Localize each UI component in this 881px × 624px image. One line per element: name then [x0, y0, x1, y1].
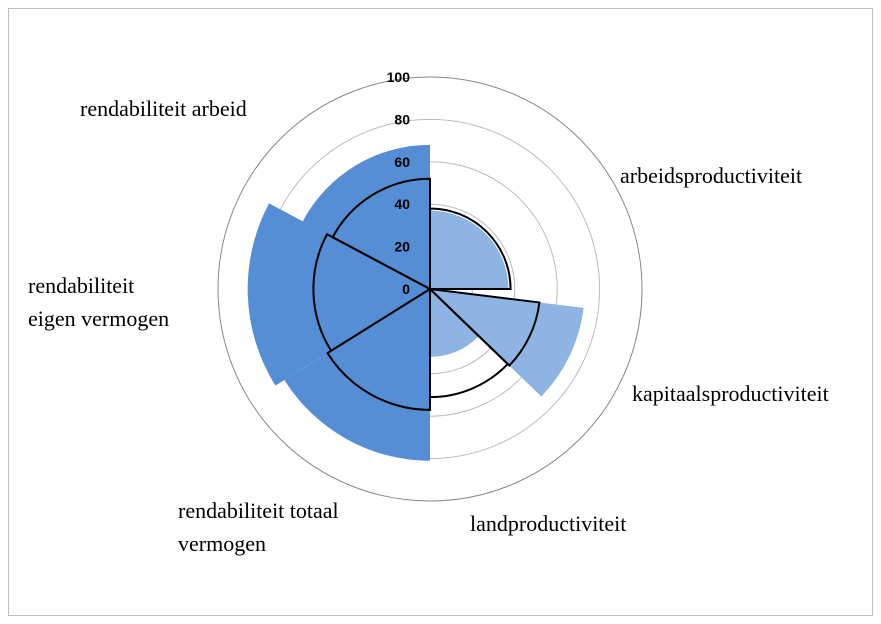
category-label: kapitaalsproductiviteit: [632, 381, 829, 406]
category-label: rendabiliteit totaal: [178, 498, 339, 523]
sector: [247, 203, 430, 386]
sector-outline: [331, 177, 431, 291]
category-label: eigen vermogen: [28, 306, 169, 331]
sector-outline: [429, 286, 510, 399]
sector-outline: [429, 207, 512, 290]
category-label: arbeidsproductiviteit: [620, 163, 802, 188]
tick-label: 40: [394, 196, 410, 212]
sector: [430, 289, 584, 397]
category-label: landproductiviteit: [470, 511, 626, 536]
sector: [430, 289, 479, 357]
grid-ring: [217, 76, 643, 502]
sector: [284, 289, 430, 461]
sector-outline: [427, 287, 541, 367]
tick-label: 0: [402, 281, 410, 297]
sector: [302, 144, 430, 289]
tick-label: 100: [387, 69, 411, 85]
category-label: rendabiliteit: [28, 273, 134, 298]
sector-outline: [326, 287, 431, 411]
tick-label: 80: [394, 111, 410, 127]
tick-label: 60: [394, 154, 410, 170]
tick-label: 20: [394, 239, 410, 255]
category-label: rendabiliteit arbeid: [80, 96, 247, 121]
sector-outline: [312, 232, 432, 353]
category-label: vermogen: [178, 531, 266, 556]
sector: [430, 210, 509, 289]
